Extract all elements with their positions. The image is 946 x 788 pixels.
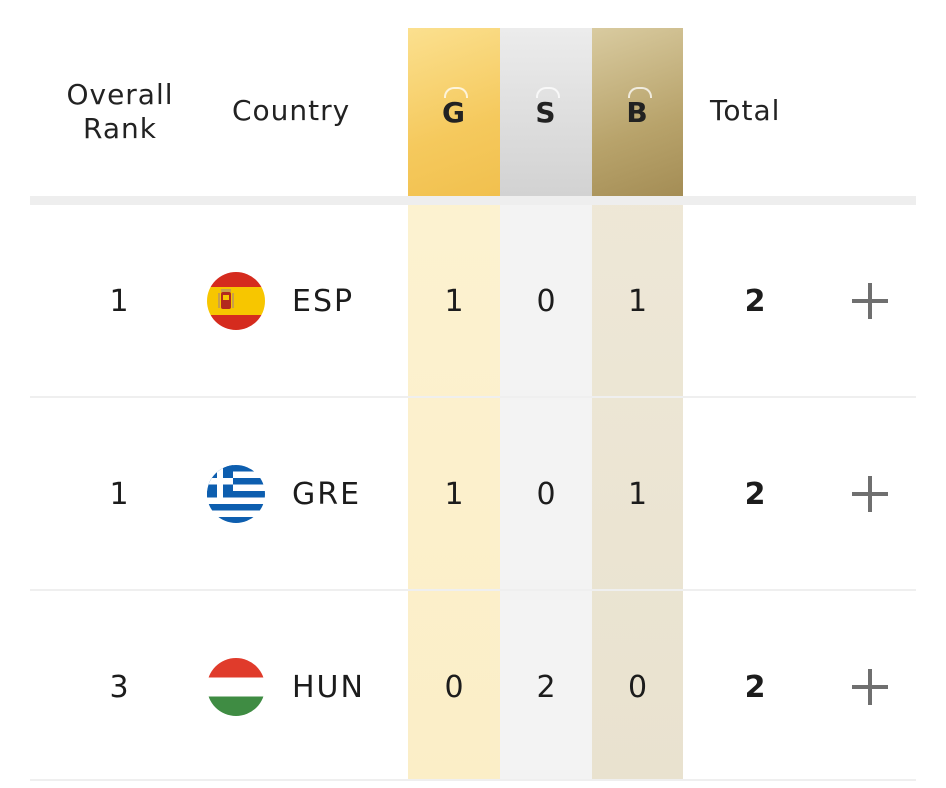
bronze-count: 0: [627, 669, 648, 705]
country-code: HUN: [292, 669, 365, 705]
hungary-flag-icon: [207, 658, 265, 716]
gold-label: G: [442, 86, 468, 129]
gold-count: 0: [444, 669, 464, 705]
silver-count: 0: [536, 283, 556, 319]
country-code: GRE: [292, 476, 362, 512]
total-count: 2: [744, 476, 766, 512]
row-divider: [30, 396, 916, 398]
silver-header[interactable]: S: [500, 28, 592, 196]
silver-count: 2: [536, 669, 556, 705]
gold-count: 1: [444, 476, 464, 512]
gold-header[interactable]: G: [408, 28, 500, 196]
country-header[interactable]: Country: [232, 94, 351, 127]
silver-label: S: [535, 86, 561, 129]
table-row[interactable]: 1 ESP 1 0 1 2: [0, 205, 946, 397]
overall-rank-header[interactable]: Overall Rank: [66, 78, 174, 145]
table-row[interactable]: 1 GRE 1 0 1 2: [0, 398, 946, 590]
spain-flag-icon: [207, 272, 265, 330]
bronze-count: 1: [627, 476, 648, 512]
greece-flag-icon: [207, 465, 265, 523]
rank-cell: 3: [109, 669, 129, 705]
bronze-label: B: [626, 86, 652, 129]
table-row[interactable]: 3 HUN 0 2 0 2: [0, 591, 946, 783]
bronze-header[interactable]: B: [592, 28, 683, 196]
bronze-count: 1: [627, 283, 648, 319]
expand-row-plus-icon[interactable]: [848, 279, 892, 323]
expand-row-plus-icon[interactable]: [848, 665, 892, 709]
total-count: 2: [744, 669, 766, 705]
country-code: ESP: [292, 283, 355, 319]
total-header[interactable]: Total: [710, 94, 781, 127]
rank-cell: 1: [109, 476, 129, 512]
row-divider: [30, 589, 916, 591]
row-divider: [30, 779, 916, 781]
gold-count: 1: [444, 283, 464, 319]
expand-row-plus-icon[interactable]: [848, 472, 892, 516]
rank-cell: 1: [109, 283, 129, 319]
silver-count: 0: [536, 476, 556, 512]
total-count: 2: [744, 283, 766, 319]
header-divider: [30, 196, 916, 205]
